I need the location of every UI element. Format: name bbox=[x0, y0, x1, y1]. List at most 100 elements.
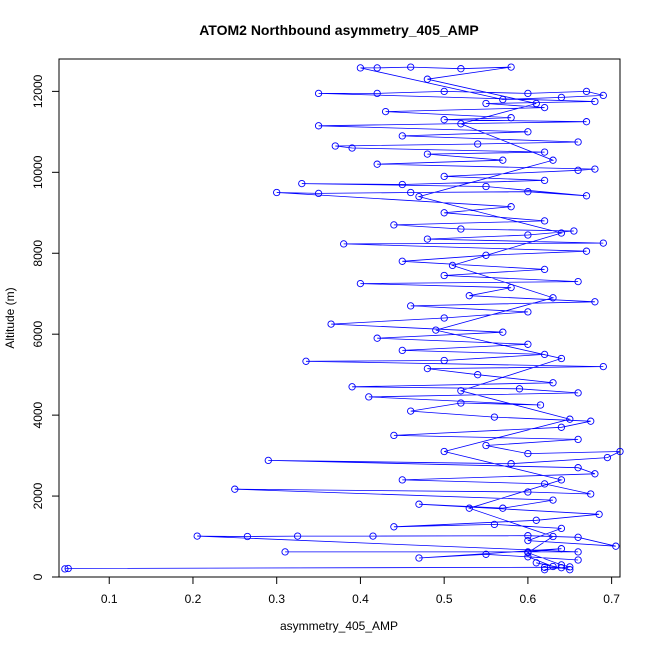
x-axis-label: asymmetry_405_AMP bbox=[280, 619, 398, 633]
data-point bbox=[482, 251, 490, 259]
y-tick-label: 4000 bbox=[31, 401, 45, 428]
data-point bbox=[314, 189, 323, 198]
x-tick-label: 0.5 bbox=[436, 592, 453, 606]
data-point bbox=[415, 500, 423, 508]
data-point bbox=[540, 148, 549, 156]
data-point bbox=[582, 192, 591, 200]
data-point bbox=[566, 563, 574, 571]
data-point bbox=[540, 217, 549, 225]
data-point bbox=[302, 357, 310, 365]
data-point bbox=[603, 453, 612, 462]
data-point bbox=[599, 91, 607, 100]
data-point bbox=[540, 480, 549, 488]
series-layer bbox=[61, 63, 624, 574]
data-point bbox=[340, 240, 348, 248]
data-point bbox=[231, 485, 239, 493]
data-point bbox=[549, 562, 557, 571]
data-point bbox=[440, 172, 448, 181]
data-point bbox=[373, 334, 381, 342]
data-point bbox=[574, 464, 582, 472]
x-tick-label: 0.4 bbox=[352, 592, 369, 606]
data-point bbox=[524, 553, 532, 561]
data-point bbox=[595, 510, 603, 518]
x-axis: 0.1 0.2 0.3 0.4 0.5 0.6 0.7 bbox=[101, 577, 620, 606]
x-tick-label: 0.6 bbox=[520, 592, 537, 606]
data-point bbox=[499, 504, 507, 512]
data-point bbox=[457, 65, 465, 73]
data-point bbox=[193, 532, 201, 540]
y-tick-label: 12000 bbox=[31, 74, 45, 108]
data-point bbox=[365, 393, 373, 401]
data-point bbox=[515, 385, 524, 393]
data-point bbox=[373, 89, 381, 98]
data-point bbox=[591, 97, 599, 106]
data-point bbox=[524, 449, 532, 458]
data-point bbox=[398, 346, 406, 355]
data-point bbox=[482, 441, 490, 450]
data-point bbox=[540, 563, 549, 571]
data-point bbox=[398, 180, 406, 189]
y-tick-label: 2000 bbox=[31, 482, 45, 509]
data-point bbox=[591, 298, 599, 306]
data-point bbox=[557, 561, 566, 569]
data-point bbox=[557, 564, 566, 572]
data-point bbox=[574, 533, 582, 541]
chart-title: ATOM2 Northbound asymmetry_405_AMP bbox=[199, 22, 479, 38]
data-point bbox=[490, 413, 499, 421]
data-point bbox=[507, 63, 515, 71]
data-point bbox=[587, 490, 595, 498]
data-point bbox=[557, 354, 566, 363]
data-point bbox=[390, 221, 398, 229]
data-point bbox=[390, 431, 398, 440]
y-axis-label: Altitude (m) bbox=[3, 287, 17, 348]
data-point bbox=[407, 302, 415, 310]
data-point bbox=[524, 340, 532, 348]
data-point bbox=[536, 401, 545, 409]
plot-frame bbox=[58, 58, 621, 578]
data-point bbox=[373, 160, 381, 168]
data-point bbox=[499, 156, 507, 164]
data-point bbox=[314, 122, 323, 130]
data-point bbox=[557, 545, 566, 553]
data-point bbox=[524, 532, 532, 540]
data-point bbox=[499, 328, 507, 336]
data-point bbox=[532, 516, 540, 524]
data-point bbox=[490, 520, 499, 529]
data-point bbox=[540, 103, 549, 112]
data-point bbox=[587, 417, 595, 425]
data-point bbox=[540, 176, 549, 185]
data-point bbox=[465, 292, 473, 300]
data-point bbox=[432, 326, 440, 334]
data-point bbox=[423, 364, 432, 373]
data-point bbox=[507, 114, 515, 122]
data-point bbox=[557, 476, 566, 484]
data-point bbox=[574, 277, 582, 286]
data-point bbox=[549, 156, 557, 164]
data-point bbox=[415, 554, 423, 562]
data-point bbox=[524, 549, 532, 557]
data-point bbox=[373, 64, 381, 72]
data-point bbox=[314, 89, 323, 98]
y-tick-label: 8000 bbox=[31, 240, 45, 267]
x-tick-label: 0.2 bbox=[185, 592, 202, 606]
data-point bbox=[582, 118, 591, 126]
data-point bbox=[574, 166, 582, 174]
data-point bbox=[599, 239, 607, 247]
data-point bbox=[61, 565, 69, 573]
data-point bbox=[532, 99, 540, 108]
data-point bbox=[599, 362, 607, 371]
data-point bbox=[549, 496, 557, 504]
data-point bbox=[591, 470, 599, 478]
data-point bbox=[440, 87, 448, 96]
data-point bbox=[549, 379, 557, 387]
data-point bbox=[398, 132, 406, 140]
data-point bbox=[482, 182, 490, 191]
data-point bbox=[612, 542, 620, 550]
data-point bbox=[566, 415, 574, 423]
y-tick-label: 10000 bbox=[31, 155, 45, 189]
data-point bbox=[465, 504, 473, 512]
data-point bbox=[440, 447, 448, 456]
data-point bbox=[273, 188, 281, 197]
data-point bbox=[507, 460, 515, 468]
y-axis: 0 2000 4000 6000 8000 10000 12000 bbox=[31, 74, 59, 580]
